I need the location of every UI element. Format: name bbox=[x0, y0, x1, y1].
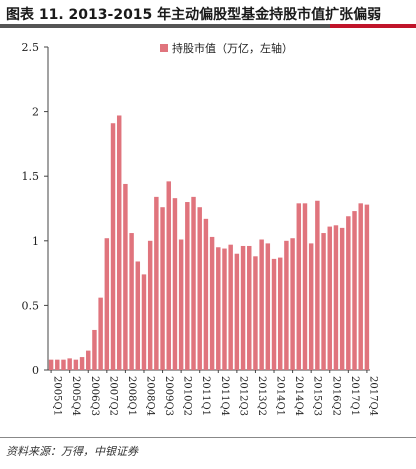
bar-2017Q2 bbox=[352, 211, 357, 370]
legend-label: 持股市值（万亿，左轴） bbox=[172, 41, 293, 55]
bar-2005Q3 bbox=[61, 359, 66, 370]
bar-2011Q4 bbox=[216, 247, 221, 370]
bar-2010Q4 bbox=[191, 196, 196, 370]
bar-2011Q3 bbox=[209, 236, 215, 370]
title-divider-dark bbox=[0, 24, 330, 28]
bar-2010Q3 bbox=[185, 202, 190, 370]
bar-2014Q1 bbox=[271, 258, 277, 370]
x-tick-label: 2017Q4 bbox=[367, 376, 378, 416]
bar-2014Q2 bbox=[277, 257, 283, 370]
bar-2015Q3 bbox=[308, 243, 314, 370]
bar-2013Q1 bbox=[247, 245, 252, 370]
title-divider bbox=[0, 24, 416, 28]
bar-2005Q4 bbox=[67, 358, 72, 370]
bar-2015Q2 bbox=[302, 203, 308, 370]
bar-2009Q3 bbox=[160, 207, 165, 370]
bar-2016Q2 bbox=[327, 226, 332, 370]
chart-title: 图表 11. 2013-2015 年主动偏股型基金持股市值扩张偏弱 bbox=[6, 7, 382, 23]
bar-2011Q2 bbox=[203, 218, 209, 370]
bar-2013Q4 bbox=[265, 243, 271, 370]
bar-2006Q1 bbox=[73, 359, 79, 370]
y-tick-label: 0 bbox=[32, 364, 39, 377]
bar-2009Q2 bbox=[154, 196, 159, 370]
x-tick-label: 2008Q1 bbox=[126, 376, 137, 416]
bar-2005Q2 bbox=[55, 359, 60, 370]
source-note: 资料来源：万得，中银证券 bbox=[6, 445, 138, 458]
bar-2015Q1 bbox=[296, 203, 302, 370]
y-tick-label: 0.5 bbox=[22, 299, 40, 312]
x-tick-label: 2007Q2 bbox=[107, 376, 118, 416]
bar-2016Q4 bbox=[339, 227, 345, 370]
x-tick-label: 2017Q1 bbox=[349, 376, 360, 416]
bar-2007Q3 bbox=[110, 123, 116, 370]
x-tick-label: 2008Q4 bbox=[144, 376, 155, 416]
bar-2006Q3 bbox=[86, 350, 91, 370]
x-tick-label: 2005Q4 bbox=[70, 376, 81, 416]
bar-2012Q3 bbox=[234, 253, 240, 370]
x-tick-label: 2015Q3 bbox=[312, 376, 323, 416]
bar-2008Q2 bbox=[129, 233, 134, 370]
x-tick-label: 2006Q3 bbox=[89, 376, 100, 416]
bar-2017Q4 bbox=[364, 204, 370, 370]
bar-chart: 0 0.5 1 1.5 2 2.5 2005Q1 2005Q4 2006Q3 2007Q2 2008… bbox=[22, 41, 379, 416]
bar-2013Q2 bbox=[253, 256, 258, 370]
x-tick-label: 2009Q3 bbox=[163, 376, 174, 416]
bar-2007Q2 bbox=[104, 238, 110, 370]
bar-2008Q1 bbox=[123, 183, 128, 370]
bar-2017Q3 bbox=[358, 203, 363, 370]
bar-2012Q2 bbox=[228, 244, 233, 370]
bar-2006Q4 bbox=[92, 329, 97, 370]
bar-2011Q1 bbox=[197, 207, 202, 370]
y-tick-label: 1.5 bbox=[22, 170, 40, 183]
bar-2012Q1 bbox=[222, 248, 227, 370]
bar-2007Q4 bbox=[116, 115, 122, 370]
x-tick-label: 2010Q2 bbox=[182, 376, 193, 416]
x-tick-label: 2014Q1 bbox=[275, 376, 286, 416]
bar-2010Q2 bbox=[178, 239, 184, 370]
bar-2017Q1 bbox=[346, 216, 351, 370]
x-tick-label: 2016Q2 bbox=[330, 376, 341, 416]
y-tick-label: 2.5 bbox=[22, 41, 40, 54]
bar-2010Q1 bbox=[172, 198, 178, 370]
x-tick-label: 2012Q3 bbox=[237, 376, 248, 416]
title-divider-red bbox=[330, 24, 416, 28]
x-tick-label: 2011Q4 bbox=[219, 376, 230, 416]
bar-2016Q3 bbox=[333, 225, 339, 370]
y-tick-label: 1 bbox=[32, 235, 39, 248]
bar-2013Q3 bbox=[259, 239, 264, 370]
bar-2014Q3 bbox=[284, 240, 289, 370]
x-tick-label: 2005Q1 bbox=[52, 376, 63, 416]
bar-2014Q4 bbox=[290, 238, 295, 370]
footer-divider bbox=[0, 437, 416, 438]
bar-2007Q1 bbox=[98, 297, 103, 370]
bar-2005Q1 bbox=[48, 359, 54, 370]
bar-2008Q4 bbox=[141, 274, 147, 370]
bar-2015Q4 bbox=[315, 200, 320, 370]
bar-2008Q3 bbox=[135, 261, 141, 370]
bar-2009Q4 bbox=[166, 181, 171, 370]
bar-2009Q1 bbox=[147, 240, 153, 370]
y-tick-label: 2 bbox=[32, 106, 39, 119]
x-tick-label: 2011Q1 bbox=[200, 376, 211, 416]
bar-2016Q1 bbox=[321, 233, 326, 370]
x-tick-label: 2014Q4 bbox=[293, 376, 304, 416]
bar-2012Q4 bbox=[240, 245, 246, 370]
bar-2006Q2 bbox=[79, 357, 85, 370]
legend-swatch bbox=[160, 44, 168, 52]
x-tick-label: 2013Q2 bbox=[256, 376, 267, 416]
